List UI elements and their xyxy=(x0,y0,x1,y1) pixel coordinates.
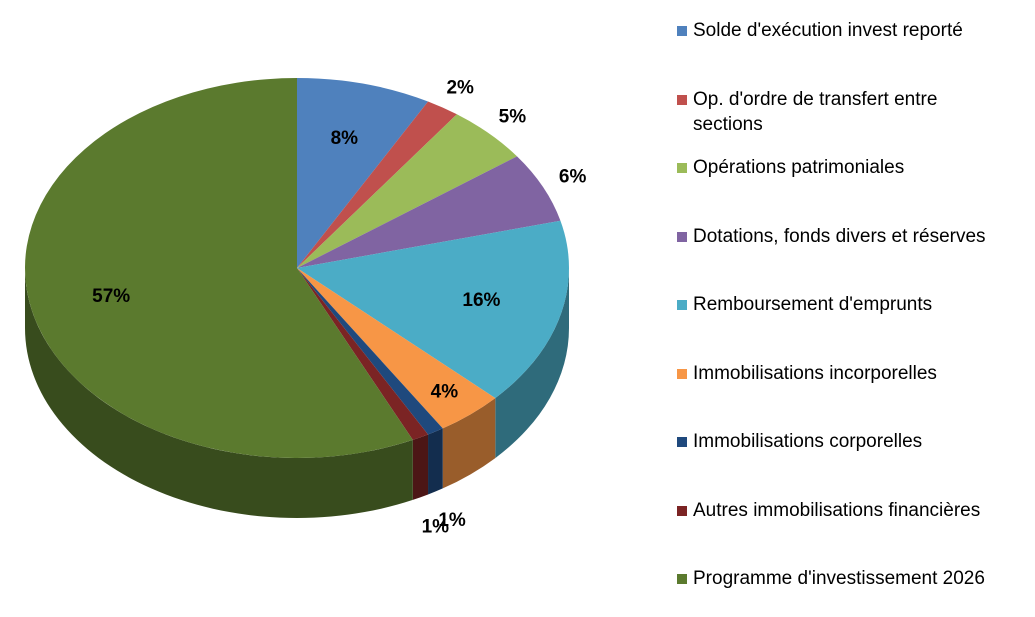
slice-side xyxy=(442,398,496,489)
legend-entry: Remboursement d'emprunts xyxy=(677,292,998,317)
legend-entry: Programme d'investissement 2026 xyxy=(677,566,998,591)
chart: 8% 2% 5% 6% 16% 4% 1%1% 57% xyxy=(25,77,587,538)
data-label: 5% xyxy=(499,107,527,128)
slice xyxy=(297,268,496,429)
legend-entry: Immobilisations corporelles xyxy=(677,429,998,454)
legend-swatch xyxy=(677,26,687,36)
legend-entry: Solde d'exécution invest reporté xyxy=(677,18,998,43)
data-label: 1% xyxy=(438,510,466,531)
legend-swatch xyxy=(677,94,687,105)
data-label: 6% xyxy=(559,166,587,187)
data-label: 57% xyxy=(92,286,130,307)
legend-swatch xyxy=(677,163,687,173)
legend-swatch xyxy=(677,574,687,584)
slice-side xyxy=(428,428,443,495)
slice xyxy=(297,101,457,268)
legend-label: Autres immobilisations financières xyxy=(693,499,981,521)
legend-label: Immobilisations incorporelles xyxy=(693,362,937,384)
legend-entry: Immobilisations incorporelles xyxy=(677,361,998,386)
legend-swatch xyxy=(677,368,687,379)
slice xyxy=(297,268,443,435)
legend-entry: Autres immobilisations financières xyxy=(677,498,998,523)
legend-swatch xyxy=(677,231,687,242)
slice xyxy=(297,220,569,399)
data-label: 1% xyxy=(422,517,450,538)
data-label: 4% xyxy=(431,381,459,402)
slice-side xyxy=(412,434,429,500)
legend-label: Remboursement d'emprunts xyxy=(693,294,933,315)
legend-entry: Opérations patrimoniales xyxy=(677,155,998,180)
slice-side xyxy=(25,268,413,518)
data-label: 8% xyxy=(331,128,359,149)
legend-swatch xyxy=(677,505,687,516)
legend-entry: Dotations, fonds divers et réserves xyxy=(677,224,998,249)
slice xyxy=(25,78,413,458)
legend-label: Op. d'ordre de transfert entre sections xyxy=(693,88,938,135)
slice xyxy=(297,114,518,268)
legend-swatch xyxy=(677,300,687,310)
slice xyxy=(297,268,429,440)
slice-side xyxy=(495,268,569,459)
legend-label: Opérations patrimoniales xyxy=(693,157,905,178)
legend-label: Immobilisations corporelles xyxy=(693,431,923,452)
data-label: 16% xyxy=(462,290,500,311)
legend-swatch xyxy=(677,437,687,447)
legend: Solde d'exécution invest reporté Op. d'or… xyxy=(677,0,1035,617)
slice xyxy=(297,78,429,268)
slice xyxy=(297,156,561,268)
legend-entry: Op. d'ordre de transfert entre sections xyxy=(677,87,998,137)
legend-label: Programme d'investissement 2026 xyxy=(693,568,985,589)
data-label: 2% xyxy=(446,77,474,98)
legend-label: Solde d'exécution invest reporté xyxy=(693,20,963,41)
legend-label: Dotations, fonds divers et réserves xyxy=(693,225,986,247)
